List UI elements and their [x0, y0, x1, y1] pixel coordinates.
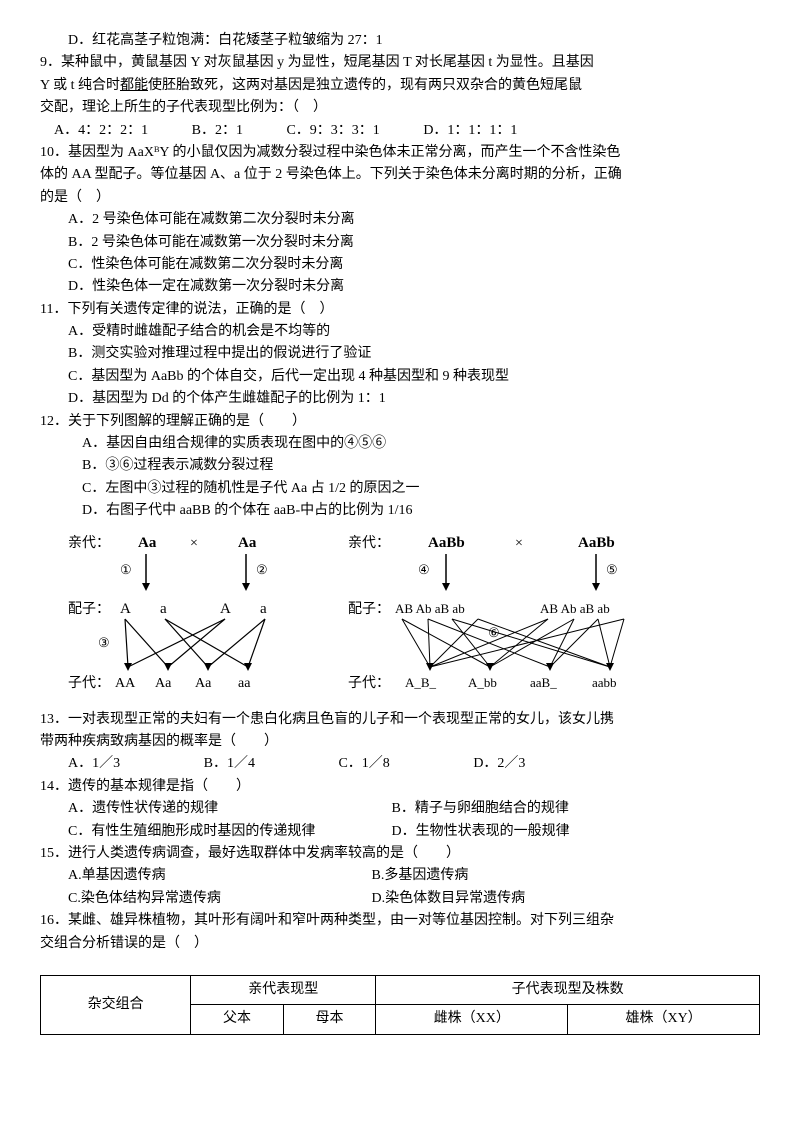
svg-text:配子：: 配子： [348, 601, 390, 617]
q15-a: A.单基因遗传病 [68, 865, 368, 887]
q13-b: B．1／4 [204, 753, 255, 775]
q9-stem-l2: Y 或 t 纯合时都能使胚胎致死，这两对基因是独立遗传的，现有两只双杂合的黄色短… [40, 75, 760, 97]
q16-stem-l1: 16．某雌、雄异株植物，其叶形有阔叶和窄叶两种类型，由一对等位基因控制。对下列三… [40, 910, 760, 932]
svg-text:AA: AA [115, 676, 136, 691]
svg-text:aabb: aabb [592, 675, 617, 690]
q10-c: C．性染色体可能在减数第二次分裂时未分离 [40, 254, 760, 276]
svg-text:×: × [190, 536, 198, 551]
svg-text:Aa: Aa [195, 676, 212, 691]
q12-c: C．左图中③过程的随机性是子代 Aa 占 1/2 的原因之一 [40, 478, 760, 500]
svg-text:A: A [120, 601, 131, 617]
q9-a: A．4：2：2：1 [54, 120, 148, 142]
svg-text:AB Ab aB ab: AB Ab aB ab [540, 601, 610, 616]
svg-text:⑤: ⑤ [606, 562, 618, 577]
q9-c: C．9：3：3：1 [286, 120, 379, 142]
q14-row1: A．遗传性状传递的规律 B．精子与卵细胞结合的规律 [40, 798, 760, 820]
th-mother: 母本 [283, 1005, 376, 1034]
svg-text:A: A [220, 601, 231, 617]
svg-text:AaBb: AaBb [428, 535, 465, 551]
q13-a: A．1／3 [68, 753, 120, 775]
q12-a: A．基因自由组合规律的实质表现在图中的④⑤⑥ [40, 433, 760, 455]
q10-stem-l1: 10．基因型为 AaXᴮY 的小鼠仅因为减数分裂过程中染色体未正常分离，而产生一… [40, 142, 760, 164]
q9-options: A．4：2：2：1 B．2：1 C．9：3：3：1 D．1：1：1：1 [40, 120, 760, 142]
svg-text:子代：: 子代： [68, 675, 110, 691]
svg-text:a: a [160, 601, 167, 617]
svg-text:Aa: Aa [155, 676, 172, 691]
q16-stem-l2: 交组合分析错误的是（ ） [40, 933, 760, 955]
q10-stem-l3: 的是（ ） [40, 187, 760, 209]
svg-text:亲代：: 亲代： [68, 535, 110, 551]
th-female: 雌株（XX） [376, 1005, 568, 1034]
q15-b: B.多基因遗传病 [372, 868, 469, 883]
q14-d: D．生物性状表现的一般规律 [392, 824, 570, 839]
q14-stem: 14．遗传的基本规律是指（ ） [40, 776, 760, 798]
q15-d: D.染色体数目异常遗传病 [372, 891, 526, 906]
th-father: 父本 [191, 1005, 284, 1034]
q9-d: D．1：1：1：1 [423, 120, 517, 142]
svg-text:AB Ab aB ab: AB Ab aB ab [395, 601, 465, 616]
q11-stem: 11．下列有关遗传定律的说法，正确的是（ ） [40, 299, 760, 321]
svg-text:④: ④ [418, 562, 430, 577]
q13-c: C．1／8 [338, 753, 389, 775]
q9-b: B．2：1 [192, 120, 243, 142]
svg-text:子代：: 子代： [348, 675, 390, 691]
svg-text:A_B_: A_B_ [405, 675, 437, 690]
q12-d: D．右图子代中 aaBB 的个体在 aaB-中占的比例为 1/16 [40, 500, 760, 522]
svg-text:Aa: Aa [238, 535, 257, 551]
svg-text:aaB_: aaB_ [530, 675, 557, 690]
q13-options: A．1／3 B．1／4 C．1／8 D．2／3 [40, 753, 760, 775]
genetics-diagram: 亲代： Aa × Aa ① ② 配子： A a A a ③ [60, 529, 760, 699]
diagram-right: 亲代： AaBb × AaBb ④ ⑤ 配子： AB Ab aB ab AB A… [340, 529, 700, 699]
svg-text:a: a [260, 601, 267, 617]
q15-row2: C.染色体结构异常遗传病 D.染色体数目异常遗传病 [40, 888, 760, 910]
svg-text:亲代：: 亲代： [348, 535, 390, 551]
q15-row1: A.单基因遗传病 B.多基因遗传病 [40, 865, 760, 887]
q13-stem-l2: 带两种疾病致病基因的概率是（ ） [40, 731, 760, 753]
q14-b: B．精子与卵细胞结合的规律 [392, 801, 569, 816]
svg-text:配子：: 配子： [68, 601, 110, 617]
q14-c: C．有性生殖细胞形成时基因的传递规律 [68, 821, 388, 843]
q12-b: B．③⑥过程表示减数分裂过程 [40, 455, 760, 477]
q9-stem-l3: 交配，理论上所生的子代表现型比例为：（ ） [40, 97, 760, 119]
th-parent: 亲代表现型 [191, 975, 376, 1004]
th-combo: 杂交组合 [41, 975, 191, 1034]
th-offspring: 子代表现型及株数 [376, 975, 760, 1004]
q15-c: C.染色体结构异常遗传病 [68, 888, 368, 910]
svg-text:aa: aa [238, 676, 251, 691]
cross-table: 杂交组合 亲代表现型 子代表现型及株数 父本 母本 雌株（XX） 雄株（XY） [40, 975, 760, 1035]
svg-text:×: × [515, 536, 523, 551]
q14-a: A．遗传性状传递的规律 [68, 798, 388, 820]
svg-text:A_bb: A_bb [468, 675, 497, 690]
q13-d: D．2／3 [473, 753, 525, 775]
q11-b: B．测交实验对推理过程中提出的假说进行了验证 [40, 343, 760, 365]
th-male: 雄株（XY） [568, 1005, 760, 1034]
q8-option-d: D．红花高茎子粒饱满：白花矮茎子粒皱缩为 27：1 [40, 30, 760, 52]
svg-text:Aa: Aa [138, 535, 157, 551]
q10-a: A．2 号染色体可能在减数第二次分裂时未分离 [40, 209, 760, 231]
q10-b: B．2 号染色体可能在减数第一次分裂时未分离 [40, 232, 760, 254]
q12-stem: 12．关于下列图解的理解正确的是（ ） [40, 411, 760, 433]
q11-a: A．受精时雌雄配子结合的机会是不均等的 [40, 321, 760, 343]
q11-c: C．基因型为 AaBb 的个体自交，后代一定出现 4 种基因型和 9 种表现型 [40, 366, 760, 388]
svg-text:③: ③ [98, 635, 110, 650]
q11-d: D．基因型为 Dd 的个体产生雌雄配子的比例为 1：1 [40, 388, 760, 410]
q15-stem: 15．进行人类遗传病调查，最好选取群体中发病率较高的是（ ） [40, 843, 760, 865]
diagram-left: 亲代： Aa × Aa ① ② 配子： A a A a ③ [60, 529, 320, 699]
q9-stem-l1: 9．某种鼠中，黄鼠基因 Y 对灰鼠基因 y 为显性，短尾基因 T 对长尾基因 t… [40, 52, 760, 74]
svg-text:AaBb: AaBb [578, 535, 615, 551]
q14-row2: C．有性生殖细胞形成时基因的传递规律 D．生物性状表现的一般规律 [40, 821, 760, 843]
svg-text:②: ② [256, 562, 268, 577]
q10-d: D．性染色体一定在减数第一次分裂时未分离 [40, 276, 760, 298]
q10-stem-l2: 体的 AA 型配子。等位基因 A、a 位于 2 号染色体上。下列关于染色体未分离… [40, 164, 760, 186]
svg-text:①: ① [120, 562, 132, 577]
q13-stem-l1: 13．一对表现型正常的夫妇有一个患白化病且色盲的儿子和一个表现型正常的女儿，该女… [40, 709, 760, 731]
